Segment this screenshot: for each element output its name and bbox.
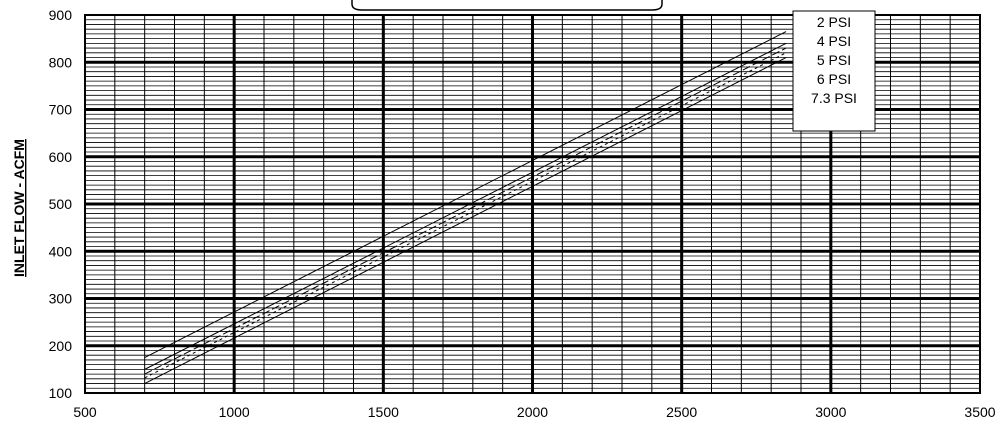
legend-entry: 5 PSI: [817, 52, 851, 68]
y-tick-label: 500: [49, 196, 73, 212]
legend-entry: 2 PSI: [817, 14, 851, 30]
x-tick-label: 2000: [517, 404, 548, 420]
series-line: [144, 57, 787, 384]
y-tick-label: 800: [49, 54, 73, 70]
series-line: [144, 31, 787, 359]
legend-entry: 6 PSI: [817, 71, 851, 87]
y-tick-label: 400: [49, 243, 73, 259]
y-tick-label: 200: [49, 338, 73, 354]
y-tick-label: 300: [49, 291, 73, 307]
title-box-remnant: [351, 0, 663, 11]
x-tick-label: 1500: [368, 404, 399, 420]
y-tick-label: 700: [49, 102, 73, 118]
y-tick-label: 100: [49, 385, 73, 401]
x-tick-label: 2500: [666, 404, 697, 420]
y-tick-label: 900: [49, 7, 73, 23]
plot-frame: [84, 14, 981, 394]
legend: 2 PSI 4 PSI 5 PSI 6 PSI 7.3 PSI: [792, 10, 876, 132]
y-tick-label: 600: [49, 149, 73, 165]
series-lines: [144, 31, 787, 384]
legend-entry: 4 PSI: [817, 33, 851, 49]
series-line: [144, 42, 787, 370]
x-tick-label: 3500: [964, 404, 995, 420]
y-tick-labels: 100 200 300 400 500 600 700 800 900: [49, 7, 73, 401]
legend-entry: 7.3 PSI: [811, 90, 857, 106]
series-line: [144, 47, 787, 375]
legend-box: [792, 10, 876, 132]
y-axis-label: INLET FLOW - ACFM: [11, 139, 27, 277]
series-line: [144, 52, 787, 379]
x-tick-label: 1000: [219, 404, 250, 420]
x-tick-label: 500: [73, 404, 97, 420]
major-gridlines: [85, 15, 980, 393]
x-tick-label: 3000: [815, 404, 846, 420]
x-tick-labels: 500 1000 1500 2000 2500 3000 3500: [73, 404, 995, 420]
